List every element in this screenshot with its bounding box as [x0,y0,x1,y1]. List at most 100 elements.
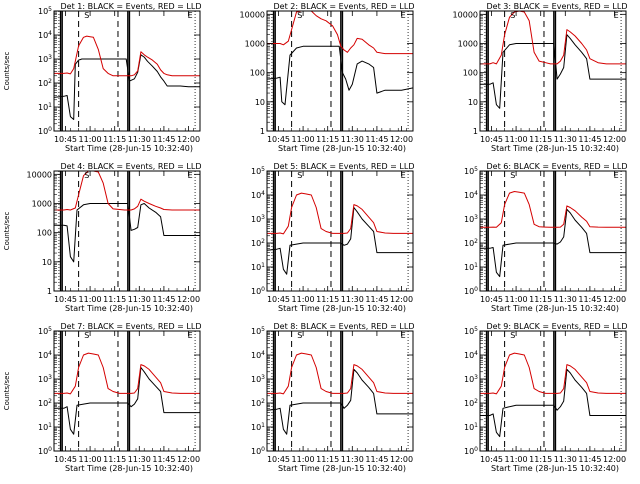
x-tick-label: 12:00 [390,135,413,144]
x-tick-label: 11:30 [554,295,577,304]
axes-frame [266,10,414,132]
panel-title: Det 9: BLACK = Events, RED = LLD [487,322,628,331]
x-tick-label: 10:45 [480,295,503,304]
lld-series-line [267,192,413,235]
y-tick-label: 10000 [240,10,265,19]
x-tick-label: 11:00 [79,295,102,304]
marker-letter: S [297,171,302,180]
y-tick-label: 101 [251,422,265,432]
y-tick-label: 1000 [32,199,52,208]
x-tick-label: 11:30 [128,135,151,144]
y-tick-label: 100 [464,446,478,456]
plot-area [54,171,200,291]
x-tick-label: 11:00 [292,455,315,464]
y-tick-label: 104 [464,350,478,360]
marker-letter: S [84,11,89,20]
x-axis-label: Start Time (28-Jun-15 10:32:40) [65,464,193,473]
marker-letter: S [84,171,89,180]
axes-frame [53,10,201,132]
x-tick-label: 11:00 [505,135,528,144]
y-axis-label: Counts/sec [3,372,11,411]
plot-area [480,331,626,451]
x-tick-label: 11:00 [292,295,315,304]
y-tick-label: 103 [38,54,52,64]
panel-title: Det 4: BLACK = Events, RED = LLD [61,162,202,171]
y-tick-label: 10 [468,98,478,107]
x-tick-label: 11:45 [152,135,175,144]
events-series-line [480,34,626,109]
y-tick-label: 101 [464,262,478,272]
axes-frame [266,330,414,452]
x-axis-label: Start Time (28-Jun-15 10:32:40) [278,464,406,473]
detector-panel-2: 1 10 100 1000 10000 10:45 11:00 11:15 11:30 11:45… [240,2,415,153]
y-tick-label: 10 [255,98,265,107]
y-tick-label: 102 [464,238,478,248]
y-tick-label: 103 [251,374,265,384]
x-tick-label: 11:45 [365,135,388,144]
y-tick-label: 103 [38,374,52,384]
y-tick-label: 10000 [27,170,52,179]
x-tick-label: 11:00 [79,455,102,464]
x-tick-label: 11:15 [529,295,552,304]
axes-frame [53,330,201,452]
y-tick-label: 101 [38,102,52,112]
x-tick-label: 11:30 [554,455,577,464]
x-tick-label: 11:45 [152,295,175,304]
x-tick-label: 11:30 [341,455,364,464]
y-tick-label: 102 [38,398,52,408]
detector-panel-1: 100 101 102 103 104 105 10:45 11:00 11:15 11:30 11… [3,2,201,153]
y-tick-label: 103 [464,374,478,384]
y-tick-label: 104 [251,350,265,360]
plot-area [480,171,626,291]
y-tick-label: 104 [251,190,265,200]
detector-panel-7: 100 101 102 103 104 105 10:45 11:00 11:15 11:30 11… [3,322,201,473]
x-tick-label: 11:45 [365,455,388,464]
x-tick-label: 11:30 [128,295,151,304]
axes-frame [53,170,201,292]
y-tick-label: 100 [37,229,52,238]
plot-area [54,11,200,131]
plot-area [54,331,200,451]
x-tick-label: 11:45 [578,455,601,464]
axes-frame [479,10,627,132]
x-tick-label: 11:15 [316,135,339,144]
panel-title: Det 5: BLACK = Events, RED = LLD [274,162,415,171]
y-tick-label: 101 [38,422,52,432]
y-tick-label: 1 [47,287,52,296]
x-axis-label: Start Time (28-Jun-15 10:32:40) [278,304,406,313]
x-tick-label: 11:00 [292,135,315,144]
panel-title: Det 6: BLACK = Events, RED = LLD [487,162,628,171]
x-tick-label: 11:15 [316,455,339,464]
x-tick-label: 11:15 [529,135,552,144]
x-tick-label: 10:45 [267,135,290,144]
y-tick-label: 105 [38,6,52,16]
detector-panel-5: 100 101 102 103 104 105 10:45 11:00 11:15 11:30 11… [251,162,415,313]
y-tick-label: 100 [464,286,478,296]
y-tick-label: 100 [38,446,52,456]
x-tick-label: 11:45 [578,135,601,144]
y-tick-label: 101 [464,422,478,432]
y-tick-label: 103 [251,214,265,224]
x-tick-label: 12:00 [603,455,626,464]
lld-series-line [267,11,413,55]
detector-panel-9: 100 101 102 103 104 105 10:45 11:00 11:15 11:30 11… [464,322,628,473]
x-tick-label: 11:30 [341,135,364,144]
y-tick-label: 100 [251,446,265,456]
y-tick-label: 10 [42,258,52,267]
axes-frame [266,170,414,292]
y-tick-label: 103 [464,214,478,224]
panel-title: Det 8: BLACK = Events, RED = LLD [274,322,415,331]
x-tick-label: 10:45 [54,455,77,464]
x-tick-label: 12:00 [390,295,413,304]
y-tick-label: 105 [251,166,265,176]
marker-letter: E [188,11,193,20]
panel-title: Det 1: BLACK = Events, RED = LLD [61,2,202,11]
x-tick-label: 12:00 [390,455,413,464]
lld-series-line [480,352,626,395]
x-tick-label: 10:45 [480,455,503,464]
y-tick-label: 105 [251,326,265,336]
x-tick-label: 12:00 [603,295,626,304]
y-tick-label: 100 [463,69,478,78]
y-tick-label: 1 [260,127,265,136]
x-tick-label: 12:00 [177,135,200,144]
